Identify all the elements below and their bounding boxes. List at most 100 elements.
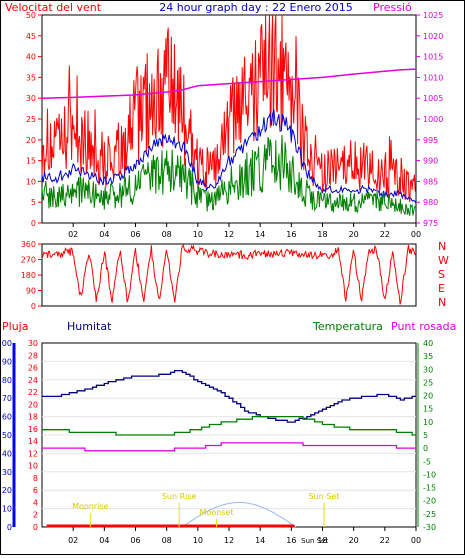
humidity-left-tick-label: 20 (28, 400, 38, 409)
humidity-left-tick-label: 10 (28, 462, 38, 471)
direction-y-tick-label: 360 (21, 240, 36, 249)
marker-label: Sun Rise (162, 492, 197, 501)
humidity-series-0 (42, 369, 416, 423)
wind-x-tick-label: 12 (224, 230, 234, 239)
direction-series-0 (41, 244, 417, 305)
temperature-tick-label: 0 (423, 444, 428, 453)
pluja-tick-label: 70 (2, 394, 12, 403)
footer-sun-set-label: Sun Set (301, 537, 328, 545)
moon-curve (182, 502, 297, 528)
pressure-y-tick-label: 1005 (423, 94, 443, 103)
wind-x-tick-label: 06 (130, 230, 140, 239)
pluja-tick-label: 0 (7, 523, 12, 532)
wind-series-2 (41, 134, 416, 216)
humidity-x-tick-label: 14 (255, 536, 265, 545)
humidity-x-tick-label: 12 (224, 536, 234, 545)
temperature-tick-label: 40 (423, 339, 433, 348)
pluja-tick-label: 10 (2, 505, 12, 514)
temperature-tick-label: 15 (423, 405, 433, 414)
humidity-x-ticks: 02 04 06 08 10 12 14 16 18 20 22 00 Sun Set (68, 527, 421, 545)
punt-rosada-label: Punt rosada (391, 320, 456, 333)
pressure-y-tick-label: 985 (423, 177, 438, 186)
humidity-left-tick-label: 2 (33, 511, 38, 520)
wind-y-tick-label: 45 (26, 32, 36, 41)
wind-y-ticks: 0 5 10 15 20 25 30 35 40 45 50 (26, 11, 42, 228)
wind-x-tick-label: 08 (162, 230, 172, 239)
sun-moon-markers: Sun Rise Sun Set Moonrise Moonset (72, 492, 340, 527)
pressure-y-tick-label: 1015 (423, 53, 443, 62)
temperature-tick-label: 35 (423, 352, 433, 361)
pressure-axis-title: Pressió (373, 1, 412, 14)
temperature-tick-label: -5 (423, 457, 431, 466)
temperature-right-ticks: -30 -25 -20 -15 -10 -5 0 5 10 15 20 25 30 35 40 (417, 339, 436, 532)
temperatura-label: Temperatura (312, 320, 383, 333)
wind-series-3 (41, 68, 417, 99)
wind-x-tick-label: 22 (380, 230, 390, 239)
humidity-left-tick-label: 4 (33, 498, 38, 507)
wind-y-tick-label: 20 (26, 136, 36, 145)
wind-y-tick-label: 15 (26, 157, 36, 166)
pluja-tick-label: 30 (2, 468, 12, 477)
wind-y-tick-label: 50 (26, 11, 36, 20)
wind-y-tick-label: 0 (31, 219, 36, 228)
compass-label: N (438, 296, 446, 309)
pluja-tick-label: 100 (1, 339, 12, 348)
humidity-x-tick-label: 02 (68, 536, 78, 545)
wind-y-tick-label: 10 (26, 177, 36, 186)
humidity-x-tick-label: 10 (193, 536, 203, 545)
temperature-tick-label: 20 (423, 392, 433, 401)
humidity-left-tick-label: 14 (28, 437, 38, 446)
humidity-left-tick-label: 30 (28, 339, 38, 348)
wind-x-tick-label: 02 (68, 230, 78, 239)
wind-y-tick-label: 40 (26, 53, 36, 62)
humidity-x-tick-label: 16 (286, 536, 296, 545)
wind-x-ticks: 02 04 06 08 10 12 14 16 18 20 22 00 (68, 223, 421, 239)
humidity-left-tick-label: 26 (28, 364, 38, 373)
direction-y-tick-label: 270 (21, 256, 36, 265)
wind-x-tick-label: 16 (286, 230, 296, 239)
pressure-y-tick-label: 980 (423, 198, 438, 207)
wind-axis-title: Velocitat del vent (5, 1, 102, 14)
compass-label: E (438, 282, 445, 295)
wind-speed-panel: Velocitat del vent 24 hour graph day : 2… (5, 1, 443, 239)
humidity-left-tick-label: 6 (33, 486, 38, 495)
compass-label: W (438, 254, 449, 267)
wind-x-tick-label: 14 (255, 230, 265, 239)
marker-label: Moonrise (72, 502, 108, 511)
direction-y-tick-label: 90 (26, 287, 36, 296)
pluja-tick-label: 80 (2, 376, 12, 385)
pressure-y-tick-label: 1025 (423, 11, 443, 20)
direction-lines (41, 244, 417, 305)
pressure-y-tick-label: 975 (423, 219, 438, 228)
wind-series-1 (41, 109, 417, 204)
humidity-series-2 (42, 442, 416, 452)
temperature-tick-label: -25 (423, 510, 436, 519)
humidity-left-tick-label: 28 (28, 351, 38, 360)
pressure-y-tick-label: 1020 (423, 32, 443, 41)
wind-x-tick-label: 20 (349, 230, 359, 239)
temperature-tick-label: 10 (423, 418, 433, 427)
humidity-series-1 (42, 415, 416, 436)
pluja-tick-label: 90 (2, 357, 12, 366)
humidity-x-tick-label: 20 (349, 536, 359, 545)
humidity-x-tick-label: 18 (317, 536, 327, 545)
humidity-left-tick-label: 12 (28, 449, 38, 458)
humidity-x-tick-label: 06 (130, 536, 140, 545)
direction-y-tick-label: 0 (31, 302, 36, 311)
wind-y-tick-label: 25 (26, 115, 36, 124)
direction-plot-area (41, 243, 417, 307)
direction-y-ticks: 0 90 180 270 360 (21, 240, 42, 311)
compass-label: N (438, 240, 446, 253)
wind-lines (41, 14, 417, 216)
pressure-y-tick-label: 990 (423, 157, 438, 166)
humidity-x-tick-label: 08 (162, 536, 172, 545)
pluja-tick-label: 50 (2, 431, 12, 440)
humidity-lines (42, 369, 416, 528)
temperature-tick-label: -20 (423, 497, 436, 506)
humidity-left-tick-label: 0 (33, 523, 38, 532)
humidity-x-tick-label: 00 (411, 536, 421, 545)
direction-y-tick-label: 180 (21, 271, 36, 280)
